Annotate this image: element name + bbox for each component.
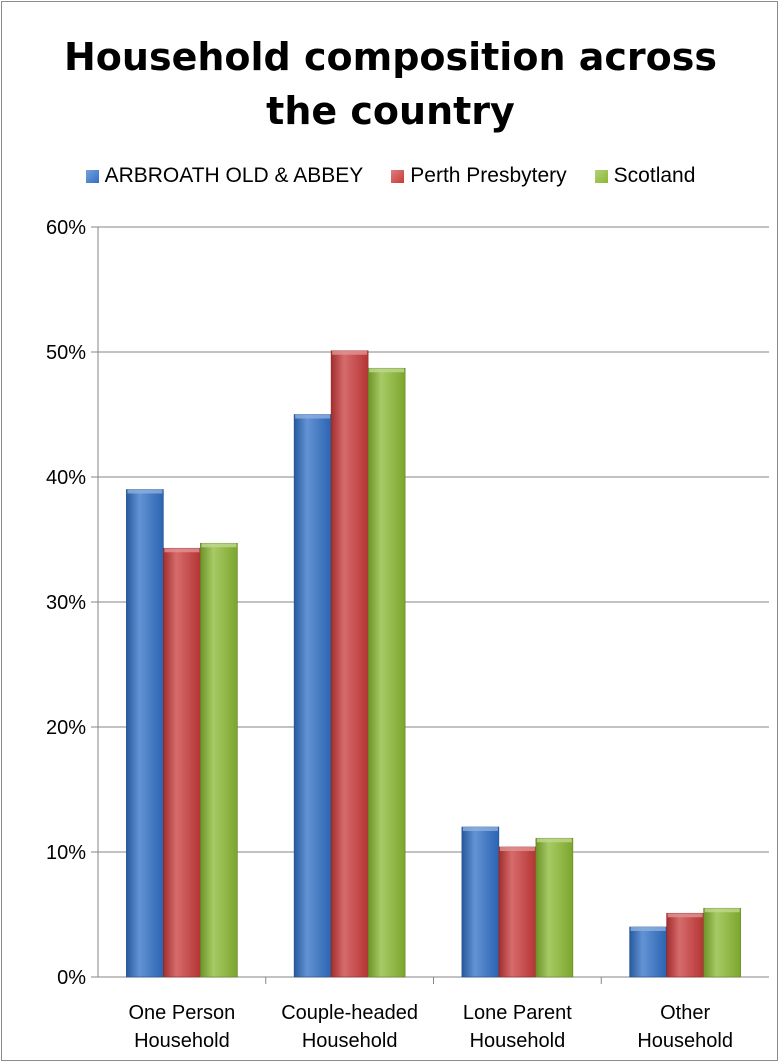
bar-top-highlight [667,913,703,918]
bar [367,367,406,978]
bar [200,542,238,978]
bar [293,414,332,978]
bar-top-highlight [164,548,200,553]
legend-item-series-1: ARBROATH OLD & ABBEY [85,164,364,188]
bar-top-highlight [332,350,368,355]
bar-top-highlight [630,927,666,931]
y-tick-label: 30% [46,592,86,614]
y-tick-label: 0% [57,967,86,989]
x-category-label: Lone Parent Household [463,1002,572,1052]
y-tick-label: 50% [46,342,86,364]
bar-top-highlight [704,908,740,913]
legend-swatch-series-3 [594,169,608,183]
bar [163,547,201,978]
bar [703,907,741,978]
bar [629,926,667,978]
x-category-label: One Person Household [129,1002,236,1052]
y-tick-label: 10% [46,842,86,864]
legend-item-series-2: Perth Presbytery [391,164,567,188]
legend-swatch-series-2 [391,169,405,183]
bar [461,826,500,978]
bar-top-highlight [127,489,163,494]
bar [330,350,369,978]
y-tick-label: 20% [46,717,86,739]
chart-title-line-2: the country [266,89,515,133]
bar-top-highlight [369,368,405,373]
x-category-label: Couple-headed Household [281,1002,418,1052]
bar [535,837,574,978]
bar [126,489,164,978]
legend-label-series-1: ARBROATH OLD & ABBEY [104,164,364,187]
chart-legend: ARBROATH OLD & ABBEY Perth Presbytery Sc… [0,164,781,188]
bar-top-highlight [462,827,498,831]
bar [666,912,704,978]
chart-title: Household composition across the country [0,30,781,138]
x-category-label: Other Household [637,1002,733,1052]
chart-title-line-1: Household composition across [64,35,717,79]
bar [498,846,537,978]
y-tick-label: 60% [46,217,86,239]
legend-label-series-3: Scotland [613,164,696,187]
bar-top-highlight [295,414,331,419]
bar-top-highlight [201,543,237,548]
bar-top-highlight [536,838,572,843]
legend-item-series-3: Scotland [594,164,696,188]
legend-swatch-series-1 [85,169,99,183]
legend-label-series-2: Perth Presbytery [410,164,567,187]
y-tick-label: 40% [46,467,86,489]
bar-top-highlight [499,847,535,851]
